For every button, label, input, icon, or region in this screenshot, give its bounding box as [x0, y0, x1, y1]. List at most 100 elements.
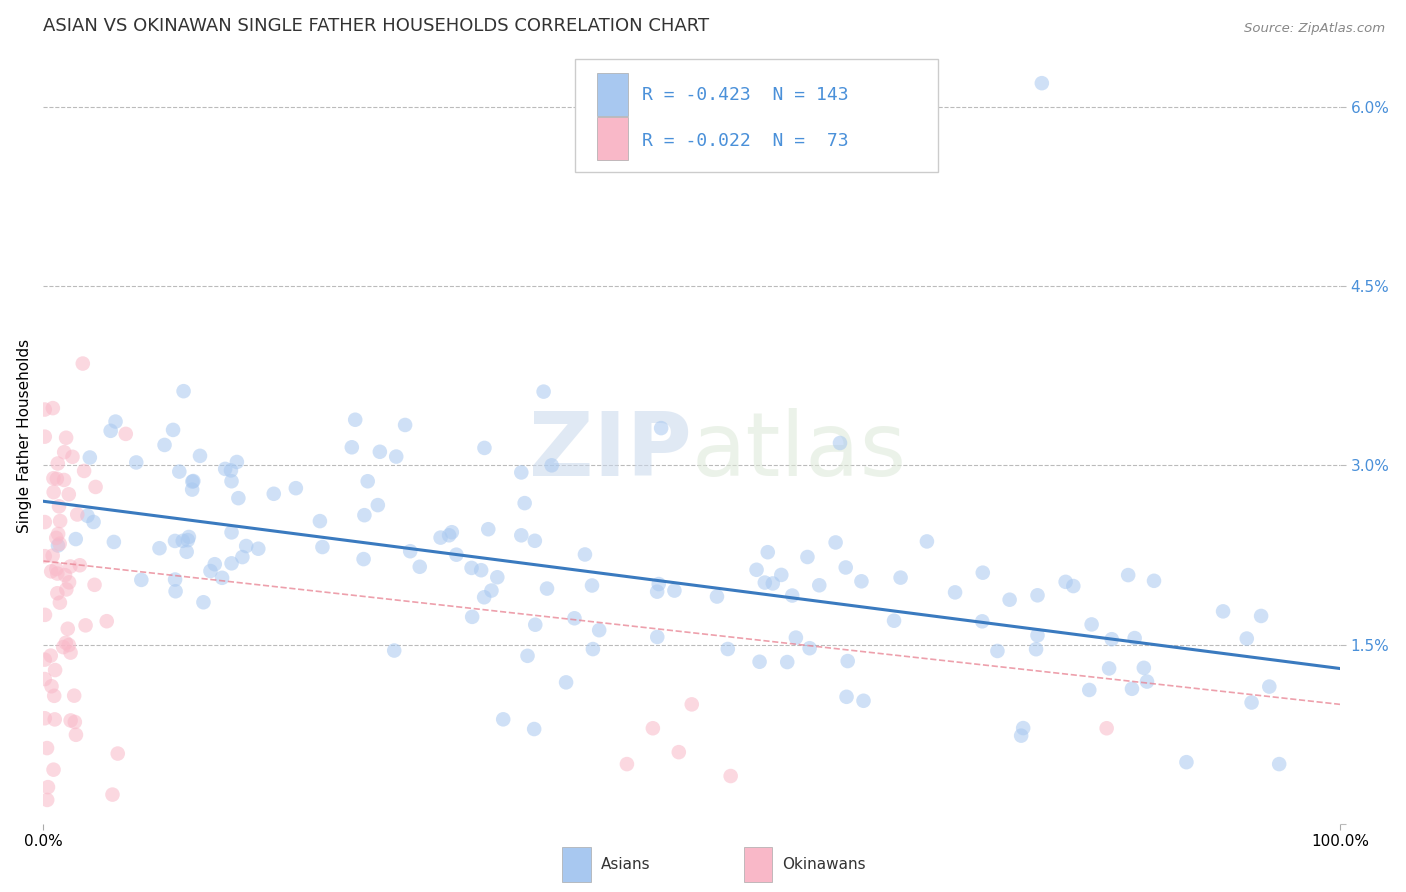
- Point: [367, 498, 389, 512]
- Point: [440, 525, 463, 540]
- Point: [165, 573, 187, 587]
- Point: [645, 630, 668, 644]
- Point: [125, 455, 148, 469]
- Point: [66, 508, 89, 522]
- Point: [41, 549, 63, 563]
- Point: [42, 401, 65, 416]
- Point: [808, 578, 831, 592]
- Point: [46, 586, 69, 600]
- Point: [1010, 729, 1032, 743]
- Point: [221, 557, 243, 571]
- Point: [492, 712, 515, 726]
- Point: [53, 473, 76, 487]
- Point: [353, 508, 375, 523]
- Point: [828, 436, 851, 450]
- Point: [915, 534, 938, 549]
- Point: [762, 576, 785, 591]
- Point: [799, 641, 821, 656]
- Point: [131, 573, 153, 587]
- Point: [56, 622, 79, 636]
- Point: [1212, 604, 1234, 618]
- Point: [83, 515, 105, 529]
- Point: [776, 655, 799, 669]
- Point: [45, 472, 67, 486]
- Point: [461, 610, 484, 624]
- Point: [437, 528, 460, 542]
- Point: [477, 522, 499, 536]
- Point: [309, 514, 332, 528]
- Bar: [744, 847, 772, 882]
- Point: [162, 423, 184, 437]
- Point: [114, 426, 136, 441]
- Point: [1026, 588, 1049, 602]
- Point: [165, 584, 187, 599]
- Point: [645, 584, 668, 599]
- Point: [536, 582, 558, 596]
- Text: Asians: Asians: [600, 856, 651, 871]
- Point: [382, 643, 405, 657]
- Point: [883, 614, 905, 628]
- Point: [200, 564, 222, 578]
- Point: [564, 611, 586, 625]
- Point: [62, 450, 84, 464]
- FancyBboxPatch shape: [575, 59, 938, 171]
- Point: [357, 475, 380, 489]
- Point: [523, 722, 546, 736]
- Point: [39, 648, 62, 663]
- Point: [1133, 661, 1156, 675]
- Point: [311, 540, 333, 554]
- Point: [998, 592, 1021, 607]
- Point: [58, 638, 80, 652]
- Point: [1236, 632, 1258, 646]
- Point: [34, 711, 56, 725]
- Point: [63, 714, 86, 729]
- Point: [1062, 579, 1084, 593]
- Point: [837, 654, 859, 668]
- Point: [46, 539, 69, 553]
- Point: [55, 582, 77, 597]
- Point: [211, 571, 233, 585]
- Point: [368, 444, 391, 458]
- Point: [1012, 721, 1035, 735]
- Point: [247, 541, 270, 556]
- Point: [486, 570, 509, 584]
- Point: [55, 431, 77, 445]
- Point: [34, 402, 56, 417]
- Point: [181, 483, 204, 497]
- Point: [429, 531, 451, 545]
- Point: [1025, 642, 1047, 657]
- Point: [943, 585, 966, 599]
- Point: [52, 640, 75, 654]
- Point: [706, 590, 728, 604]
- Point: [754, 575, 776, 590]
- Point: [73, 464, 96, 478]
- Point: [510, 528, 533, 542]
- Point: [107, 747, 129, 761]
- Point: [648, 577, 671, 591]
- Point: [470, 563, 492, 577]
- Point: [44, 663, 66, 677]
- Point: [204, 558, 226, 572]
- Point: [34, 607, 56, 622]
- Point: [104, 415, 127, 429]
- Point: [41, 679, 63, 693]
- Point: [1116, 568, 1139, 582]
- Point: [399, 544, 422, 558]
- Point: [1240, 696, 1263, 710]
- Point: [83, 578, 105, 592]
- Point: [46, 527, 69, 541]
- Text: ZIP: ZIP: [529, 408, 692, 494]
- Point: [37, 793, 59, 807]
- Point: [616, 757, 638, 772]
- Point: [84, 480, 107, 494]
- Point: [58, 575, 80, 590]
- Point: [1101, 632, 1123, 647]
- Point: [972, 566, 994, 580]
- Point: [101, 788, 124, 802]
- Point: [460, 561, 482, 575]
- Point: [69, 558, 91, 573]
- Point: [852, 694, 875, 708]
- Point: [53, 445, 76, 459]
- Point: [824, 535, 846, 549]
- Point: [1031, 76, 1053, 90]
